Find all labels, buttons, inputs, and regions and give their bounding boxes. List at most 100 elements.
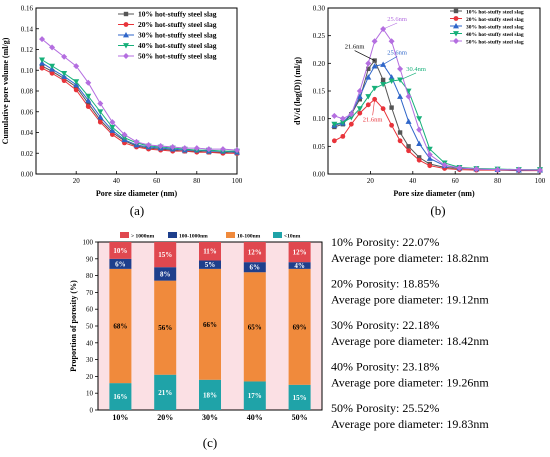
y-tick-label: 70 <box>86 289 94 297</box>
bar-segment <box>154 242 177 268</box>
bar-segment <box>243 272 266 382</box>
bar-segment <box>109 242 132 259</box>
avg-pore-text: Average pore diameter: 19.83nm <box>331 417 489 431</box>
bar-segment <box>154 374 177 410</box>
legend-marker <box>453 31 459 37</box>
legend-entry: 10% hot-stuffy steel slag <box>138 10 217 19</box>
series-line <box>334 28 541 171</box>
legend-entry: 20% hot-stuffy steel slag <box>138 20 217 29</box>
porosity-text: 40% Porosity: 23.18% <box>331 360 439 374</box>
porosity-text: 50% Porosity: 25.52% <box>331 401 439 415</box>
data-point <box>426 155 433 161</box>
data-point <box>380 26 387 33</box>
y-tick-label: 0 <box>90 407 94 415</box>
avg-pore-text: Average pore diameter: 19.26nm <box>331 376 489 390</box>
legend-entry: 10-100nm <box>237 234 261 240</box>
x-tick-label: 100 <box>535 177 546 185</box>
data-label: 68% <box>113 323 127 331</box>
data-point <box>181 145 188 152</box>
series-line <box>41 59 237 152</box>
legend-marker <box>123 22 129 27</box>
data-point <box>473 166 480 173</box>
legend-marker <box>123 53 129 59</box>
data-point <box>193 145 200 152</box>
y-tick-label: 0.06 <box>21 108 34 116</box>
data-point <box>97 109 104 115</box>
legend-marker <box>453 23 459 29</box>
data-point <box>61 78 67 84</box>
data-point <box>73 63 80 70</box>
data-point <box>145 141 152 148</box>
legend-entry: 50% hot-stuffy steel slag <box>466 40 524 46</box>
y-tick-label: 0.08 <box>21 88 34 96</box>
data-label: 10% <box>113 247 127 255</box>
data-point <box>121 131 128 138</box>
data-point <box>85 97 92 103</box>
y-tick-label: 0.05 <box>313 143 326 151</box>
y-axis-label: Proportion of porosity (%) <box>69 280 78 372</box>
data-point <box>49 63 56 70</box>
data-point <box>416 126 423 133</box>
data-point <box>348 115 355 121</box>
x-tick-label: 20 <box>73 177 81 185</box>
data-label: 21% <box>158 389 172 397</box>
legend-swatch <box>273 232 282 238</box>
x-tick-label: 80 <box>494 177 502 185</box>
legend-marker <box>453 16 459 21</box>
y-tick-label: 0.02 <box>21 150 34 158</box>
data-point <box>441 162 448 169</box>
data-point <box>331 112 338 119</box>
data-point <box>365 102 371 108</box>
data-point <box>340 133 346 139</box>
data-point <box>366 66 371 72</box>
annotation: 25.6nm <box>387 16 407 23</box>
data-label: 6% <box>250 264 261 272</box>
x-tick-label: 40% <box>247 413 263 422</box>
data-point <box>388 38 395 45</box>
data-point <box>365 94 372 100</box>
data-point <box>169 144 176 151</box>
data-label: 16% <box>113 393 127 401</box>
y-tick-label: 10 <box>86 390 94 398</box>
x-tick-label: 20 <box>367 177 375 185</box>
data-point <box>109 119 116 126</box>
data-point <box>426 146 433 153</box>
data-point <box>85 93 92 100</box>
y-axis-label: dV/d (log(D)) (ml/g) <box>293 57 302 125</box>
bar-segment <box>199 379 221 410</box>
data-point <box>371 63 378 69</box>
data-point <box>157 142 164 149</box>
data-point <box>39 57 46 63</box>
y-tick-label: 100 <box>83 239 94 247</box>
data-point <box>97 119 103 125</box>
bar-segment <box>243 242 266 263</box>
x-tick-label: 60 <box>153 177 161 185</box>
stats-text: 10% Porosity: 22.07% Average pore diamete… <box>331 235 489 431</box>
annotation-leader <box>382 56 398 65</box>
panel-label: (b) <box>430 203 445 218</box>
y-tick-label: 60 <box>86 306 94 314</box>
data-point <box>133 138 140 145</box>
data-point <box>356 88 363 94</box>
data-point <box>515 166 522 173</box>
y-tick-label: 90 <box>86 255 94 263</box>
panel-label: (c) <box>203 435 217 450</box>
y-tick-label: 40 <box>86 339 94 347</box>
x-tick-label: 50% <box>292 413 308 422</box>
data-point <box>85 104 91 109</box>
data-point <box>219 146 226 153</box>
data-point <box>389 122 394 128</box>
bar-segment <box>109 383 132 410</box>
data-point <box>397 65 404 72</box>
annotation-leader <box>399 72 417 81</box>
series-line <box>334 79 540 171</box>
y-tick-label: 0.14 <box>21 25 34 33</box>
data-point <box>234 147 240 154</box>
y-tick-label: 20 <box>86 373 94 381</box>
series-line <box>41 62 238 153</box>
data-point <box>389 105 394 110</box>
x-tick-label: 60 <box>452 177 460 185</box>
data-point <box>380 77 386 83</box>
x-axis-label: Pore size diameter (nm) <box>96 189 178 198</box>
data-point <box>371 38 378 45</box>
